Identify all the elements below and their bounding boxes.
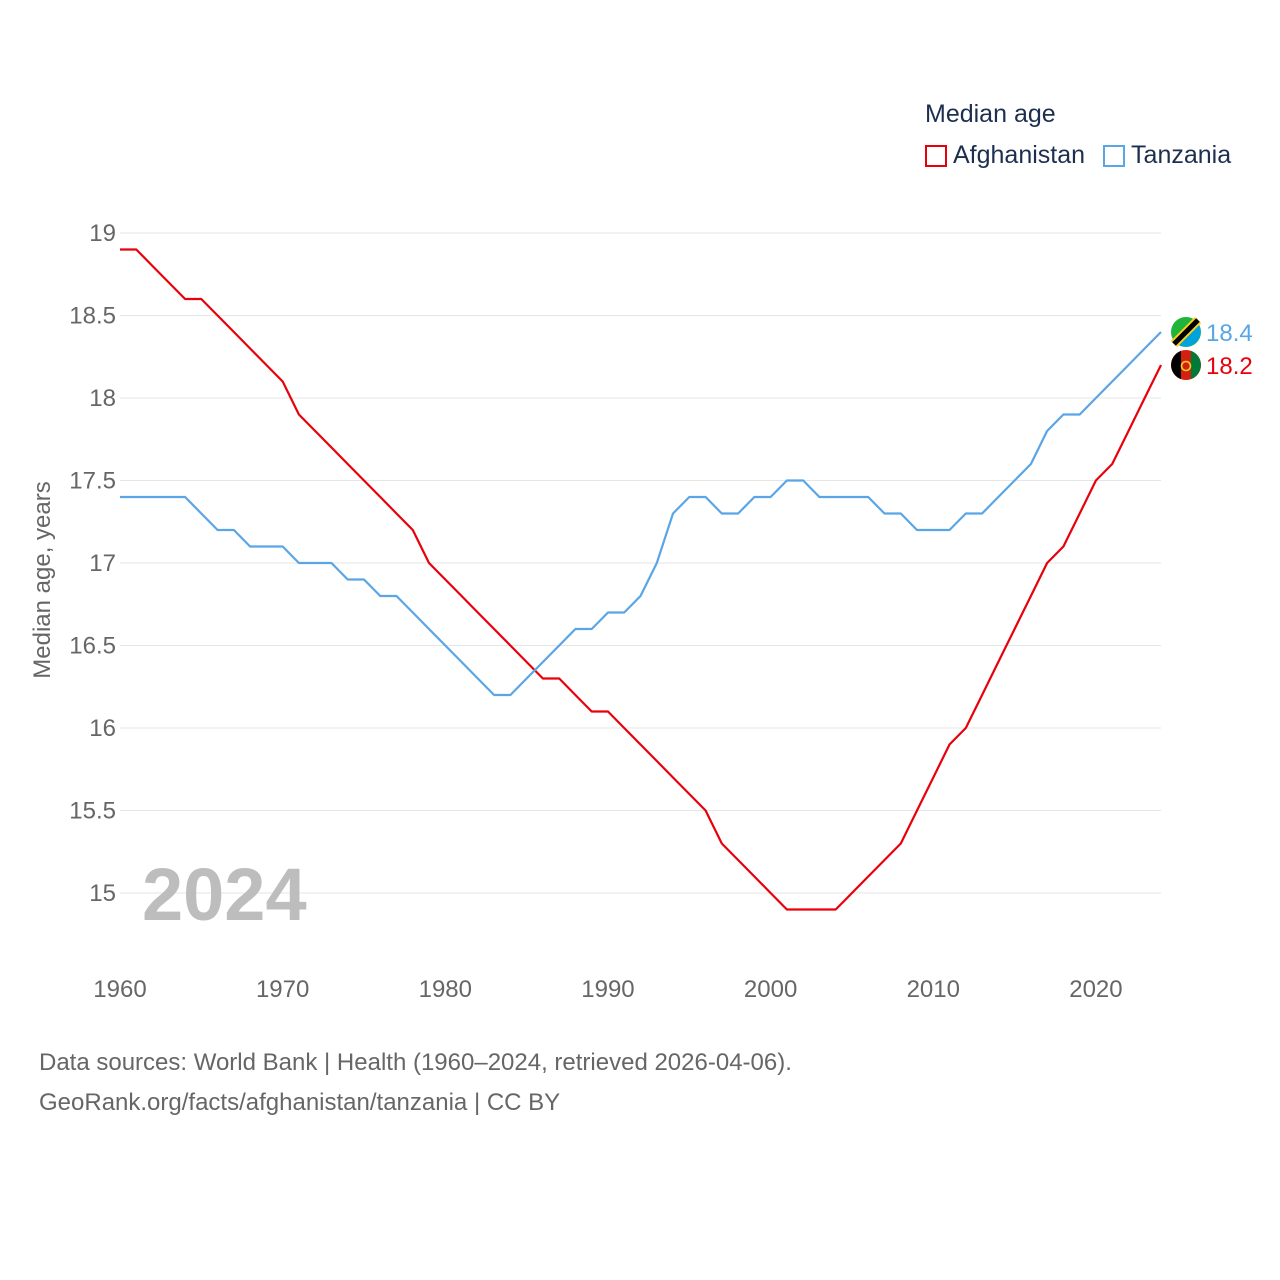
footer: Data sources: World Bank | Health (1960–…: [39, 1043, 792, 1123]
x-tick-label: 1970: [256, 976, 309, 1003]
x-tick-label: 2020: [1069, 976, 1122, 1003]
y-tick-label: 15: [89, 880, 116, 907]
y-tick-label: 18.5: [69, 303, 116, 330]
year-watermark: 2024: [142, 853, 307, 936]
legend-item-tanzania[interactable]: Tanzania: [1103, 141, 1231, 170]
legend: Median age Afghanistan Tanzania: [925, 100, 1249, 170]
x-tick-label: 2000: [744, 976, 797, 1003]
x-tick-label: 1980: [419, 976, 472, 1003]
y-tick-label: 15.5: [69, 798, 116, 825]
series-lines: [120, 248, 1162, 911]
flag-green: [1191, 350, 1201, 380]
y-tick-label: 17: [89, 550, 116, 577]
x-tick-label: 1990: [581, 976, 634, 1003]
afghanistan-flag-icon: [1171, 350, 1201, 380]
legend-swatch: [925, 144, 947, 167]
x-tick-label: 1960: [93, 976, 146, 1003]
y-tick-label: 17.5: [69, 468, 116, 495]
flag-black-band: [1172, 318, 1200, 346]
x-tick-label: 2010: [907, 976, 960, 1003]
y-axis-label: Median age, years: [29, 481, 56, 678]
y-tick-label: 19: [89, 220, 116, 247]
data-source-text: Data sources: World Bank | Health (1960–…: [39, 1049, 792, 1076]
y-axis-ticks: 15 15.5 16 16.5 17 17.5 18 18.5 19: [69, 220, 116, 907]
grid-lines: [120, 232, 1161, 894]
legend-item-afghanistan[interactable]: Afghanistan: [925, 141, 1085, 170]
y-tick-label: 16.5: [69, 633, 116, 660]
end-value-label-afghanistan: 18.2: [1206, 353, 1253, 380]
tanzania-flag-icon: [1170, 316, 1202, 348]
flag-black: [1171, 350, 1181, 380]
legend-title: Median age: [925, 100, 1056, 128]
legend-label: Tanzania: [1131, 141, 1232, 169]
series-line-afghanistan: [120, 248, 1162, 911]
y-tick-label: 18: [89, 385, 116, 412]
x-axis-ticks: 1960 1970 1980 1990 2000 2010 2020: [93, 976, 1122, 1003]
y-tick-label: 16: [89, 715, 116, 742]
end-value-label-tanzania: 18.4: [1206, 320, 1253, 347]
series-line-tanzania: [120, 331, 1162, 697]
legend-label: Afghanistan: [953, 141, 1086, 169]
source-link-text[interactable]: GeoRank.org/facts/afghanistan/tanzania |…: [39, 1089, 561, 1116]
flag-emblem: [1180, 360, 1192, 372]
legend-swatch: [1103, 144, 1126, 167]
end-markers: 18.2 18.4: [1170, 316, 1253, 380]
